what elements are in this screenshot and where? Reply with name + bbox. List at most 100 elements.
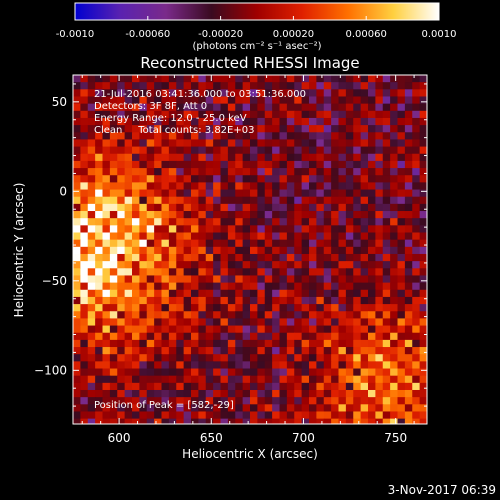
heatmap-cell <box>205 110 214 119</box>
heatmap-cell <box>323 404 332 413</box>
heatmap-cell <box>404 211 413 219</box>
heatmap-cell <box>353 218 362 226</box>
heatmap-cell <box>323 225 332 234</box>
heatmap-cell <box>316 110 325 119</box>
heatmap-cell <box>205 125 214 133</box>
heatmap-cell <box>419 282 427 291</box>
heatmap-cell <box>235 175 244 183</box>
heatmap-cell <box>286 146 295 155</box>
heatmap-cell <box>279 203 288 212</box>
heatmap-cell <box>213 375 222 384</box>
heatmap-cell <box>139 418 148 424</box>
heatmap-cell <box>309 275 317 284</box>
heatmap-cell <box>220 196 229 205</box>
heatmap-cell <box>198 289 207 298</box>
heatmap-cell <box>404 325 413 334</box>
heatmap-cell <box>168 189 177 198</box>
heatmap-cell <box>161 103 170 112</box>
heatmap-cell <box>279 239 288 248</box>
heatmap-cell <box>404 347 413 355</box>
heatmap-cell <box>250 268 258 277</box>
heatmap-cell <box>397 404 406 413</box>
heatmap-cell <box>205 282 214 291</box>
heatmap-cell <box>375 389 384 398</box>
heatmap-cell <box>353 239 362 248</box>
heatmap-cell <box>375 347 384 355</box>
heatmap-cell <box>419 82 427 90</box>
heatmap-cell <box>168 397 177 405</box>
heatmap-cell <box>124 232 133 241</box>
heatmap-cell <box>109 347 118 355</box>
heatmap-cell <box>375 82 384 90</box>
heatmap-cell <box>345 110 354 119</box>
heatmap-cell <box>102 268 111 277</box>
heatmap-cell <box>404 96 413 105</box>
heatmap-cell <box>242 389 251 398</box>
heatmap-cell <box>427 268 435 276</box>
heatmap-cell <box>213 196 222 205</box>
heatmap-cell <box>323 311 332 320</box>
heatmap-cell <box>309 82 317 90</box>
heatmap-cell <box>301 139 310 148</box>
heatmap-cell <box>360 89 369 98</box>
heatmap-cell <box>139 125 148 133</box>
heatmap-cell <box>102 304 111 312</box>
heatmap-cell <box>117 354 126 362</box>
heatmap-cell <box>382 389 391 398</box>
heatmap-cell <box>353 268 362 277</box>
heatmap-cell <box>397 332 406 341</box>
heatmap-cell <box>168 275 177 284</box>
heatmap-cell <box>294 354 303 362</box>
heatmap-cell <box>80 311 89 320</box>
heatmap-cell <box>205 318 214 327</box>
heatmap-cell <box>286 411 295 420</box>
heatmap-cell <box>360 296 369 305</box>
heatmap-cell <box>316 275 325 284</box>
heatmap-cell <box>227 397 236 405</box>
heatmap-cell <box>73 253 81 262</box>
heatmap-cell <box>404 160 413 169</box>
heatmap-cell <box>124 418 133 424</box>
heatmap-cell <box>220 203 229 212</box>
heatmap-cell <box>309 146 317 155</box>
heatmap-cell <box>353 282 362 291</box>
heatmap-cell <box>176 110 185 119</box>
heatmap-cell <box>132 275 140 284</box>
heatmap-cell <box>412 261 421 269</box>
heatmap-cell <box>338 261 347 269</box>
heatmap-cell <box>242 332 251 341</box>
heatmap-cell <box>331 110 340 119</box>
heatmap-cell <box>301 103 310 112</box>
heatmap-cell <box>191 382 199 391</box>
heatmap-cell <box>382 253 391 262</box>
heatmap-cell <box>316 103 325 112</box>
heatmap-cell <box>375 232 384 241</box>
heatmap-cell <box>353 203 362 212</box>
heatmap-cell <box>375 261 384 269</box>
heatmap-cell <box>316 253 325 262</box>
heatmap-cell <box>279 232 288 241</box>
heatmap-cell <box>235 382 244 391</box>
heatmap-cell <box>183 232 192 241</box>
heatmap-cell <box>124 168 133 176</box>
heatmap-cell <box>95 232 104 241</box>
heatmap-cell <box>80 411 89 420</box>
heatmap-cell <box>368 146 376 155</box>
heatmap-cell <box>250 117 258 126</box>
heatmap-cell <box>87 103 96 112</box>
heatmap-cell <box>323 339 332 348</box>
heatmap-cell <box>264 404 273 413</box>
heatmap-cell <box>124 389 133 398</box>
heatmap-cell <box>117 261 126 269</box>
heatmap-cell <box>309 418 317 424</box>
heatmap-cell <box>198 318 207 327</box>
heatmap-cell <box>220 339 229 348</box>
heatmap-cell <box>183 125 192 133</box>
heatmap-cell <box>139 411 148 420</box>
heatmap-cell <box>301 189 310 198</box>
heatmap-cell <box>272 325 281 334</box>
heatmap-cell <box>382 211 391 219</box>
heatmap-cell <box>404 361 413 370</box>
heatmap-cell <box>412 426 420 434</box>
heatmap-cell <box>390 132 399 141</box>
